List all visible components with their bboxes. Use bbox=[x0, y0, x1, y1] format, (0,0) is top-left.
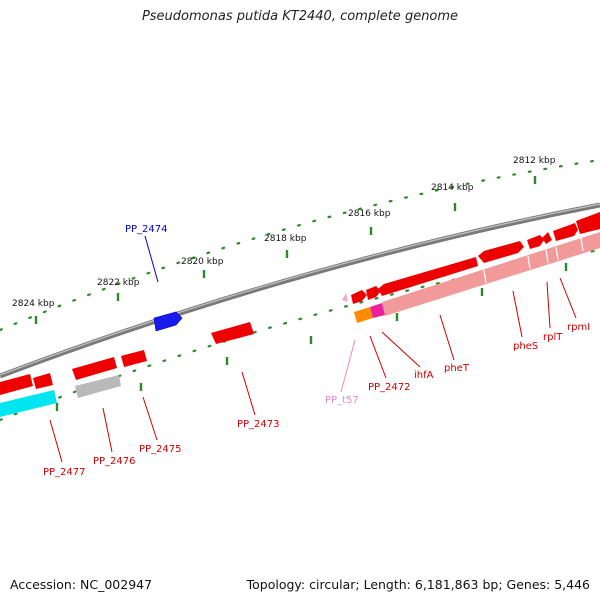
gene-labels: PP_2474 PP_2477 PP_2476 PP_2475 PP_2473 … bbox=[43, 224, 590, 478]
tick-label-2812: 2812 kbp bbox=[513, 156, 556, 166]
leader-pp-t57 bbox=[340, 339, 356, 393]
label-rplT: rplT bbox=[543, 332, 563, 343]
gene-pp2473 bbox=[211, 322, 254, 344]
gene-pp2476-gray bbox=[75, 375, 121, 398]
leader-rplT bbox=[546, 281, 551, 329]
label-pp2474: PP_2474 bbox=[125, 224, 168, 235]
band-divider-1 bbox=[483, 269, 487, 284]
tick-label-2822: 2822 kbp bbox=[97, 278, 140, 288]
leader-pp2475 bbox=[142, 396, 158, 441]
leader-pp2473 bbox=[241, 371, 256, 416]
gene-pp-t57 bbox=[342, 293, 348, 302]
label-pp2475: PP_2475 bbox=[139, 444, 182, 455]
tick-label-2824: 2824 kbp bbox=[12, 299, 55, 309]
tick-label-2816: 2816 kbp bbox=[348, 209, 391, 219]
gene-rpmI-forward bbox=[553, 223, 578, 241]
outer-scale-ring bbox=[0, 158, 600, 332]
label-pp2472: PP_2472 bbox=[368, 382, 411, 393]
label-pp2473: PP_2473 bbox=[237, 419, 280, 430]
band-divider-5 bbox=[580, 237, 584, 252]
label-pheS: pheS bbox=[513, 341, 538, 352]
major-ticks bbox=[34, 176, 537, 324]
tick-label-2814: 2814 kbp bbox=[431, 183, 474, 193]
gene-right-edge bbox=[576, 212, 600, 234]
gene-small-left bbox=[33, 373, 53, 389]
gene-magenta bbox=[370, 303, 385, 318]
gene-rplT-forward bbox=[542, 232, 552, 244]
label-rpmI: rpmI bbox=[567, 322, 590, 333]
inner-major-ticks bbox=[55, 263, 568, 411]
gene-pp2477-upper bbox=[0, 374, 33, 395]
leader-pp2476 bbox=[102, 407, 113, 453]
gene-small-2 bbox=[366, 286, 381, 300]
tick-labels: 2812 kbp 2814 kbp 2816 kbp 2818 kbp 2820… bbox=[12, 156, 556, 309]
gene-orange bbox=[354, 307, 373, 323]
gene-pp2476-upper bbox=[72, 357, 117, 380]
leader-pheT bbox=[439, 314, 455, 361]
forward-strand-genes bbox=[153, 212, 600, 332]
genome-summary-text: Topology: circular; Length: 6,181,863 bp… bbox=[246, 577, 590, 592]
tick-label-2818: 2818 kbp bbox=[264, 234, 307, 244]
label-pp2477: PP_2477 bbox=[43, 467, 86, 478]
label-pp-t57: PP_t57 bbox=[325, 395, 359, 406]
gene-pp2474 bbox=[153, 311, 183, 332]
genome-backbone bbox=[0, 202, 600, 379]
gene-small-1 bbox=[351, 290, 367, 304]
gene-pheS-forward bbox=[527, 235, 544, 249]
gene-ihfA-forward bbox=[378, 257, 478, 296]
label-leader-lines bbox=[49, 235, 577, 463]
leader-pp2474 bbox=[144, 235, 159, 283]
label-pheT: pheT bbox=[444, 363, 470, 374]
leader-rpmI bbox=[559, 277, 577, 319]
leader-pp2472 bbox=[369, 335, 387, 379]
map-title: Pseudomonas putida KT2440, complete geno… bbox=[141, 9, 459, 24]
gene-pheT-forward bbox=[478, 241, 524, 263]
reverse-strand-genes bbox=[0, 232, 600, 417]
leader-pp2477 bbox=[49, 419, 63, 463]
label-ihfA: ihfA bbox=[414, 370, 434, 381]
band-divider-4 bbox=[555, 246, 559, 261]
band-divider-2 bbox=[527, 255, 531, 270]
gene-pink-band bbox=[382, 232, 600, 316]
leader-pheS bbox=[512, 290, 523, 338]
accession-text: Accession: NC_002947 bbox=[10, 577, 153, 592]
genome-backbone-highlight bbox=[0, 203, 600, 376]
label-pp2476: PP_2476 bbox=[93, 456, 136, 467]
band-divider-3 bbox=[545, 249, 549, 264]
leader-ihfA bbox=[381, 331, 421, 368]
gene-pp2477-cyan bbox=[0, 390, 57, 417]
gene-pp2475 bbox=[121, 350, 147, 367]
tick-label-2820: 2820 kbp bbox=[181, 257, 224, 267]
